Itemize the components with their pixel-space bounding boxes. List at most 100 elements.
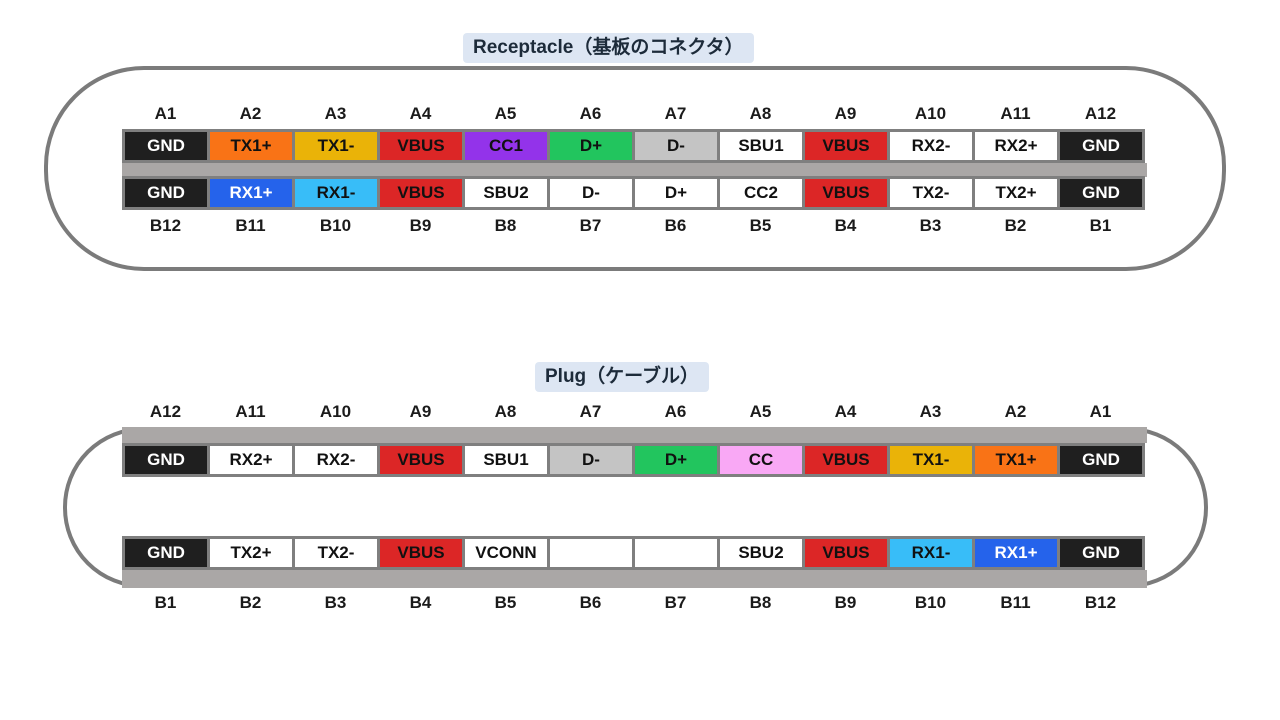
pin-number-label: B5	[494, 593, 517, 612]
pin-number-label: B12	[149, 216, 182, 235]
pin-cell: TX2-	[295, 539, 377, 567]
receptacle-top-row: GND TX1+ TX1- VBUS CC1 D+ D- SBU1 VBUS RX2- RX2+ GN…	[122, 129, 1145, 163]
pin-cell: RX1+	[210, 179, 292, 207]
pin-number-label: B8	[749, 593, 772, 612]
pin-cell: RX1+	[975, 539, 1057, 567]
pin-number-label: A10	[914, 104, 947, 123]
pin-number-label: A3	[919, 402, 942, 421]
pin-cell: GND	[125, 539, 207, 567]
pin-cell: CC	[720, 446, 802, 474]
pin-cell: GND	[1060, 539, 1142, 567]
pin-cell: GND	[1060, 132, 1142, 160]
pin-cell: RX2-	[295, 446, 377, 474]
pin-number-label: B3	[324, 593, 347, 612]
receptacle-title: Receptacle（基板のコネクタ）	[463, 33, 754, 63]
pin-number-label: A7	[664, 104, 687, 123]
pin-number-label: B6	[664, 216, 687, 235]
pin-cell: TX1-	[295, 132, 377, 160]
pin-cell: VBUS	[805, 132, 887, 160]
pin-number-label: B9	[409, 216, 432, 235]
pin-number-label: A2	[1004, 402, 1027, 421]
pin-number-label: A11	[1000, 104, 1031, 123]
pin-number-label: A8	[749, 104, 772, 123]
pin-cell: CC2	[720, 179, 802, 207]
pin-cell: SBU2	[465, 179, 547, 207]
pin-number-label: A5	[749, 402, 772, 421]
pin-number-label: A12	[149, 402, 182, 421]
pin-cell: VBUS	[805, 446, 887, 474]
pin-cell: TX2+	[210, 539, 292, 567]
pin-number-label: B11	[1000, 593, 1031, 612]
pin-cell	[550, 539, 632, 567]
pin-cell: TX1-	[890, 446, 972, 474]
pin-cell	[635, 539, 717, 567]
receptacle-top-labels: A1 A2 A3 A4 A5 A6 A7 A8 A9 A10 A11 A12	[123, 104, 1143, 124]
pin-number-label: B2	[239, 593, 262, 612]
pin-cell: RX2-	[890, 132, 972, 160]
plug-bottom-row: GND TX2+ TX2- VBUS VCONN SBU2 VBUS RX1- RX1+ GND	[122, 536, 1145, 570]
pin-cell: VBUS	[380, 539, 462, 567]
pin-number-label: B5	[749, 216, 772, 235]
pin-number-label: B9	[834, 593, 857, 612]
pin-cell: VBUS	[380, 446, 462, 474]
pin-number-label: A12	[1084, 104, 1117, 123]
pin-number-label: B1	[154, 593, 177, 612]
plug-top-labels: A12 A11 A10 A9 A8 A7 A6 A5 A4 A3 A2 A1	[123, 402, 1143, 422]
pin-number-label: A10	[319, 402, 352, 421]
pin-number-label: A7	[579, 402, 602, 421]
plug-title: Plug（ケーブル）	[535, 362, 710, 392]
plug-top-row: GND RX2+ RX2- VBUS SBU1 D- D+ CC VBUS TX1- TX1+ GND	[122, 443, 1145, 477]
pin-cell: VBUS	[380, 132, 462, 160]
pin-number-label: A3	[324, 104, 347, 123]
plug-bottom-shell	[122, 570, 1147, 588]
pin-number-label: B7	[664, 593, 687, 612]
plug-bottom-labels: B1 B2 B3 B4 B5 B6 B7 B8 B9 B10 B11 B12	[123, 593, 1143, 613]
receptacle-bottom-labels: B12 B11 B10 B9 B8 B7 B6 B5 B4 B3 B2 B1	[123, 216, 1143, 236]
receptacle-outline	[44, 66, 1226, 271]
pin-cell: RX1-	[295, 179, 377, 207]
pin-number-label: B7	[579, 216, 602, 235]
pin-number-label: B8	[494, 216, 517, 235]
pin-number-label: A1	[1089, 402, 1112, 421]
pin-cell: SBU1	[720, 132, 802, 160]
pin-cell: VBUS	[805, 539, 887, 567]
pin-number-label: B4	[409, 593, 432, 612]
pin-cell: GND	[1060, 446, 1142, 474]
pin-number-label: A2	[239, 104, 262, 123]
pin-cell: TX1+	[975, 446, 1057, 474]
pin-cell: VBUS	[380, 179, 462, 207]
pin-cell: SBU2	[720, 539, 802, 567]
pin-number-label: B11	[235, 216, 266, 235]
plug-top-shell	[122, 427, 1147, 443]
pin-cell: GND	[125, 179, 207, 207]
pin-number-label: A9	[409, 402, 432, 421]
pin-cell: D+	[635, 446, 717, 474]
pin-cell: TX1+	[210, 132, 292, 160]
pin-cell: D-	[550, 179, 632, 207]
pin-cell: VCONN	[465, 539, 547, 567]
pin-cell: GND	[125, 132, 207, 160]
pin-cell: CC1	[465, 132, 547, 160]
pin-number-label: B6	[579, 593, 602, 612]
pin-cell: TX2+	[975, 179, 1057, 207]
pin-cell: D+	[550, 132, 632, 160]
pin-number-label: B3	[919, 216, 942, 235]
pin-number-label: B10	[319, 216, 352, 235]
pin-number-label: A6	[579, 104, 602, 123]
pin-number-label: B12	[1084, 593, 1117, 612]
pin-cell: D-	[550, 446, 632, 474]
pin-number-label: A6	[664, 402, 687, 421]
pin-number-label: B2	[1004, 216, 1027, 235]
pin-number-label: A9	[834, 104, 857, 123]
pin-cell: RX1-	[890, 539, 972, 567]
pin-number-label: B10	[914, 593, 947, 612]
pin-cell: GND	[125, 446, 207, 474]
pin-number-label: A4	[834, 402, 857, 421]
receptacle-bottom-row: GND RX1+ RX1- VBUS SBU2 D- D+ CC2 VBUS TX2- TX2+ GN…	[122, 176, 1145, 210]
pin-cell: VBUS	[805, 179, 887, 207]
pin-number-label: A5	[494, 104, 517, 123]
pin-cell: D-	[635, 132, 717, 160]
pin-cell: TX2-	[890, 179, 972, 207]
pin-number-label: A1	[154, 104, 177, 123]
pin-number-label: A11	[235, 402, 266, 421]
